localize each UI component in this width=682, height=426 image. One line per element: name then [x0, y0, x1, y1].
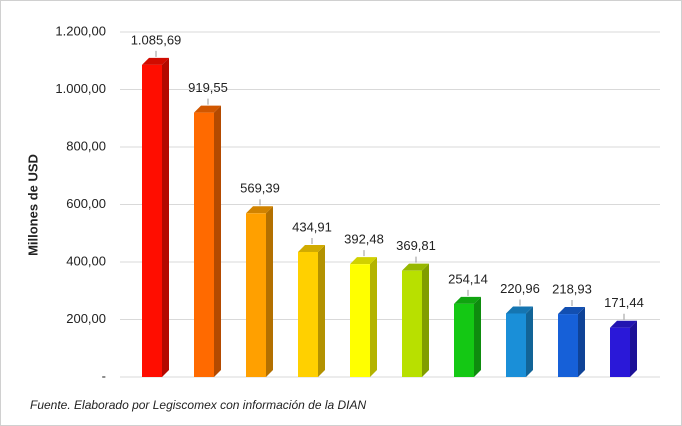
bar-side: [474, 296, 481, 377]
bar-side: [162, 57, 169, 377]
bar: [454, 303, 474, 377]
value-label: 254,14: [448, 271, 488, 286]
bar-side: [578, 307, 585, 377]
bar-top: [558, 307, 585, 315]
bar: [506, 313, 526, 377]
value-label: 369,81: [396, 238, 436, 253]
bar-top: [194, 105, 221, 113]
bar: [558, 314, 578, 377]
bar-top: [454, 296, 481, 304]
bar-top: [246, 206, 273, 214]
y-tick-label: 400,00: [66, 253, 106, 268]
bar-side: [318, 244, 325, 377]
value-label: 1.085,69: [131, 32, 182, 47]
bar-side: [266, 206, 273, 377]
bar: [298, 251, 318, 377]
value-label: 171,44: [604, 295, 644, 310]
bar-top: [402, 263, 429, 271]
bar: [142, 64, 162, 377]
bar-top: [142, 57, 169, 65]
bar-side: [526, 306, 533, 377]
value-label: 569,39: [240, 181, 280, 196]
bar-top: [506, 306, 533, 314]
value-label: 392,48: [344, 232, 384, 247]
value-label: 220,96: [500, 281, 540, 296]
bar-side: [214, 105, 221, 378]
bar: [194, 112, 214, 378]
bar-top: [350, 257, 377, 265]
y-tick-label: 200,00: [66, 311, 106, 326]
bar: [246, 213, 266, 377]
value-label: 919,55: [188, 80, 228, 95]
y-tick-label: 800,00: [66, 138, 106, 153]
bar-side: [370, 257, 377, 377]
bar: [402, 270, 422, 377]
bar-side: [422, 263, 429, 377]
bar-top: [298, 244, 325, 252]
y-tick-label: -: [102, 368, 106, 383]
bar-top: [610, 320, 637, 328]
bar: [350, 264, 370, 377]
source-note: Fuente. Elaborado por Legiscomex con inf…: [30, 398, 367, 412]
y-tick-label: 1.200,00: [55, 23, 106, 38]
y-tick-label: 600,00: [66, 196, 106, 211]
bar-side: [630, 320, 637, 377]
bar: [610, 327, 630, 377]
value-label: 434,91: [292, 219, 332, 234]
value-label: 218,93: [552, 281, 592, 296]
y-axis-label: Millones de USD: [25, 154, 40, 256]
y-tick-label: 1.000,00: [55, 81, 106, 96]
